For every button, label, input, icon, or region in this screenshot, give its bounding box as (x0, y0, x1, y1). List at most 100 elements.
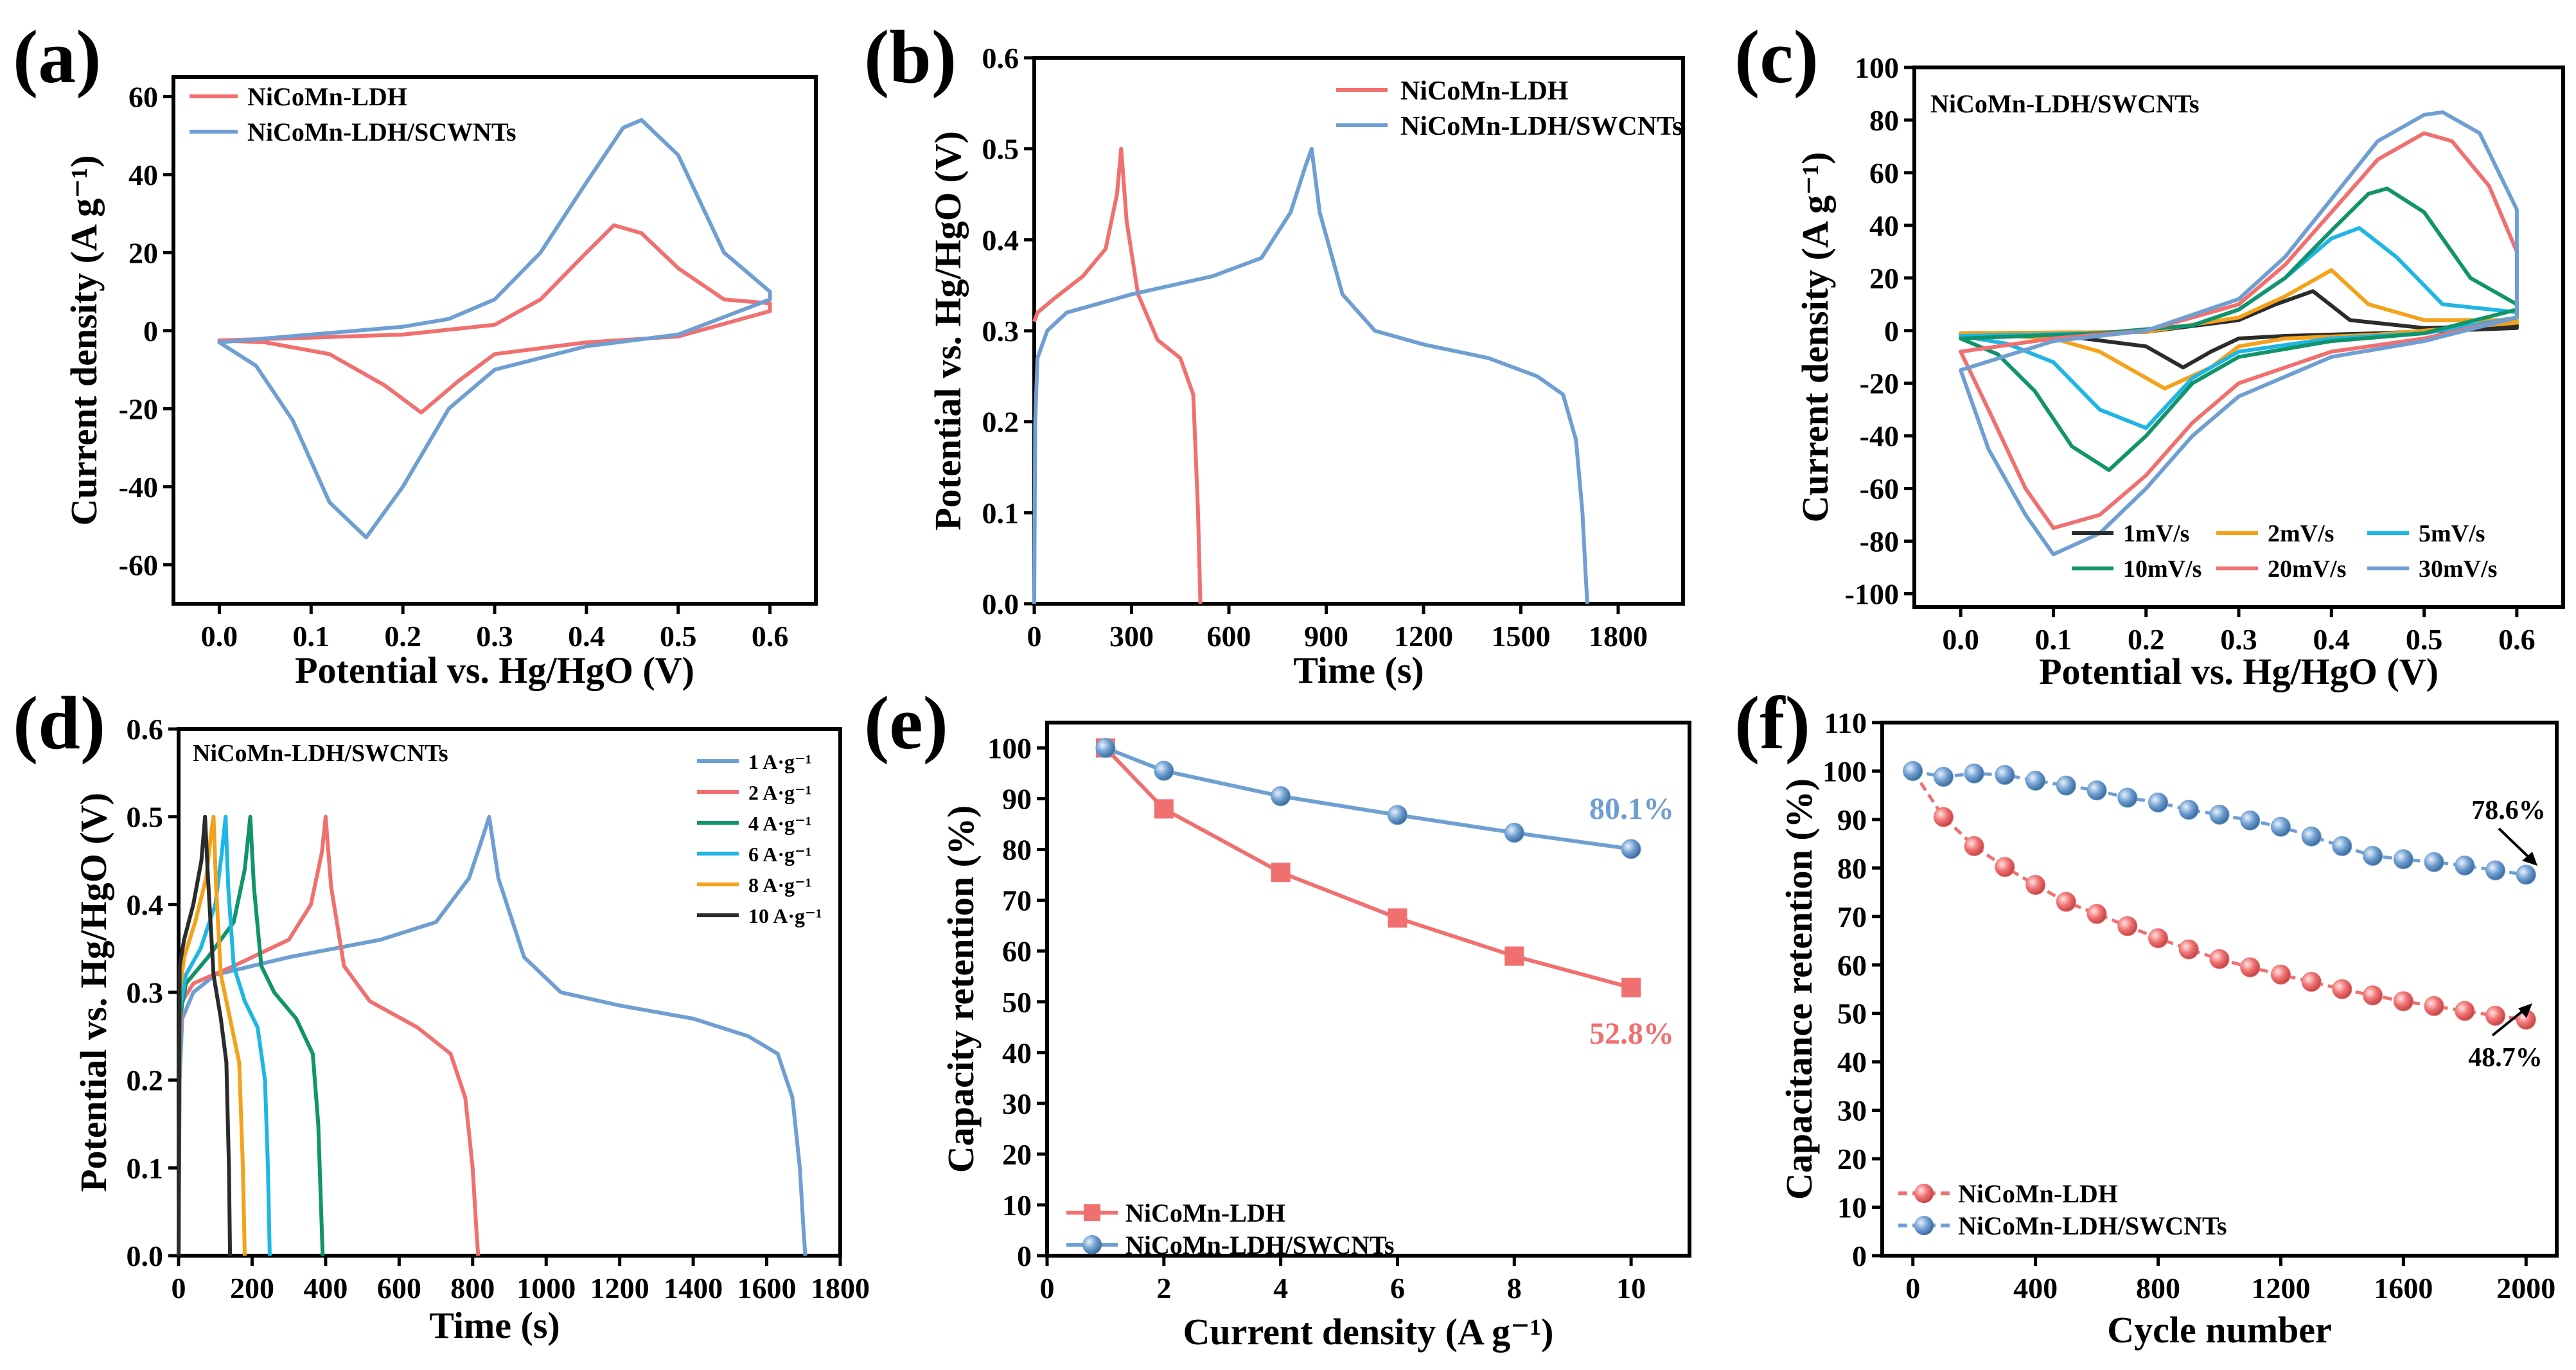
series-line-c-1 (1959, 268, 2519, 391)
plot-frame-e (1045, 721, 1691, 1258)
x-axis-label-d: Time (s) (429, 1304, 560, 1346)
y-axis-label-a: Current density (A g⁻¹) (63, 155, 105, 526)
y-tick-label-e-1: 10 (1002, 1189, 1032, 1222)
data-point-f-0-13 (2301, 972, 2322, 992)
y-tick-label-f-11: 110 (1824, 707, 1867, 739)
legend-label-d-6: 10 A·g⁻¹ (748, 904, 822, 927)
y-tick-label-f-7: 70 (1837, 900, 1867, 933)
y-tick-label-e-0: 0 (1017, 1240, 1032, 1272)
x-tick-label-a-3: 0.3 (476, 620, 513, 653)
x-tick-label-a-1: 0.1 (293, 620, 330, 653)
series-line-c-0 (1959, 289, 2519, 370)
y-tick-label-b-1: 0.1 (982, 496, 1019, 529)
y-tick-label-c-6: 20 (1869, 262, 1899, 295)
x-tick-label-c-1: 0.1 (2035, 623, 2072, 656)
panel-label-e: (e) (864, 681, 948, 765)
series-line-a-1 (217, 118, 772, 540)
y-tick-label-f-1: 10 (1837, 1191, 1867, 1224)
y-tick-label-a-1: -40 (119, 471, 158, 504)
y-tick-label-f-10: 100 (1822, 755, 1867, 787)
legend-label-c-6: 30mV/s (2419, 556, 2497, 583)
data-point-f-0-10 (2209, 949, 2230, 969)
y-tick-label-e-7: 70 (1002, 884, 1032, 917)
series-line-a-0 (217, 223, 772, 415)
y-tick-label-c-8: 60 (1869, 157, 1899, 189)
y-tick-label-b-2: 0.2 (982, 406, 1019, 439)
x-tick-label-c-4: 0.4 (2313, 623, 2351, 656)
panel-f: (f) 0 400 800 1200 1600 2000 0 10 20 30 40 50 60 70 80… (1734, 681, 2559, 1351)
value-label-ldh-f: 48.7% (2468, 1043, 2543, 1073)
data-point-e-0-2 (1271, 863, 1291, 883)
y-tick-label-a-3: 0 (143, 315, 158, 347)
x-tick-label-c-0: 0.0 (1942, 623, 1979, 656)
y-tick-label-d-3: 0.3 (127, 976, 164, 1009)
legend-label-d-2: 2 A·g⁻¹ (748, 781, 812, 804)
panel-a: (a) 0.0 0.1 0.2 0.3 0.4 0.5 0.6 -60 -40 -20 0 20 40 6… (13, 15, 818, 691)
x-tick-label-c-2: 0.2 (2128, 623, 2165, 656)
x-tick-label-f-4: 1600 (2374, 1272, 2433, 1304)
x-tick-label-d-5: 1000 (516, 1272, 576, 1304)
arrowhead-ldh-f (2518, 1003, 2532, 1018)
data-point-f-1-13 (2301, 826, 2322, 847)
data-point-f-0-17 (2424, 996, 2444, 1016)
y-tick-label-c-2: -60 (1860, 473, 1899, 505)
legend-b: NiCoMn-LDH NiCoMn-LDH/SWCNTs (1336, 76, 1683, 141)
legend-label-ldh-a: NiCoMn-LDH (247, 82, 407, 111)
series-line-d-5 (177, 814, 233, 1256)
data-point-e-1-3 (1387, 805, 1407, 825)
data-point-f-1-20 (2516, 865, 2536, 885)
x-tick-label-d-8: 1600 (737, 1272, 797, 1304)
y-tick-label-c-10: 100 (1855, 51, 1899, 84)
legend-label-ldh-b: NiCoMn-LDH (1400, 76, 1568, 106)
data-point-f-0-5 (2056, 891, 2076, 912)
data-point-e-1-5 (1621, 839, 1641, 859)
y-axis-label-c: Current density (A g⁻¹) (1794, 152, 1836, 523)
y-tick-label-f-4: 40 (1837, 1046, 1867, 1078)
x-tick-label-b-4: 1200 (1394, 620, 1453, 653)
series-line-e-1 (1104, 746, 1632, 851)
data-point-f-1-8 (2148, 793, 2169, 812)
y-tick-label-e-10: 100 (987, 732, 1032, 765)
data-point-f-0-11 (2240, 957, 2261, 978)
x-tick-label-d-9: 1800 (811, 1272, 870, 1304)
x-tick-label-e-1: 2 (1156, 1272, 1171, 1304)
x-tick-label-f-2: 800 (2136, 1272, 2180, 1304)
y-tick-label-a-4: 20 (128, 236, 158, 269)
panel-label-a: (a) (13, 15, 101, 99)
legend-c: 1mV/s 2mV/s 5mV/s 10mV/s 20mV/s 30mV/s (2072, 520, 2497, 583)
x-tick-label-a-0: 0.0 (201, 620, 238, 653)
y-axis-label-b: Potential vs. Hg/HgO (V) (927, 131, 969, 531)
legend-label-composite-e: NiCoMn-LDH/SWCNTs (1125, 1231, 1395, 1260)
arrow-ldh-f (2491, 1007, 2527, 1037)
data-point-f-0-4 (2025, 875, 2046, 895)
legend-marker-composite-f (1914, 1216, 1934, 1235)
data-point-f-1-4 (2025, 771, 2046, 791)
data-point-e-0-5 (1621, 978, 1641, 997)
x-axis-label-e: Current density (A g⁻¹) (1183, 1311, 1554, 1353)
data-point-e-0-3 (1388, 908, 1407, 928)
plot-area-f: 0 400 800 1200 1600 2000 0 10 20 30 40 50 60 70 80 90 10… (1822, 707, 2555, 1304)
y-tick-label-a-6: 60 (128, 80, 158, 113)
x-tick-label-f-5: 2000 (2496, 1272, 2555, 1304)
series-line-b-0 (1032, 146, 1203, 604)
panel-d: (d) 0 200 400 600 800 1000 1200 1400 1600 1800 0.0… (13, 681, 870, 1346)
y-tick-label-f-9: 90 (1837, 804, 1867, 836)
y-tick-label-d-0: 0.0 (127, 1240, 164, 1272)
data-point-f-0-15 (2363, 985, 2383, 1006)
y-tick-label-d-4: 0.4 (127, 888, 164, 921)
y-tick-label-c-7: 40 (1869, 209, 1899, 242)
legend-label-composite-b: NiCoMn-LDH/SWCNTs (1400, 112, 1683, 141)
x-tick-label-e-5: 10 (1616, 1272, 1646, 1304)
series-line-c-5 (1959, 110, 2519, 556)
data-point-f-0-8 (2148, 928, 2169, 949)
legend-label-composite-a: NiCoMn-LDH/SCWNTs (247, 118, 516, 146)
legend-label-c-4: 10mV/s (2123, 556, 2201, 583)
x-tick-label-c-3: 0.3 (2220, 623, 2257, 656)
x-tick-label-c-6: 0.6 (2498, 623, 2536, 656)
data-point-f-1-6 (2086, 780, 2107, 801)
legend-label-d-3: 4 A·g⁻¹ (748, 812, 812, 835)
data-point-f-1-2 (1964, 763, 1984, 784)
data-point-e-1-2 (1271, 786, 1291, 807)
